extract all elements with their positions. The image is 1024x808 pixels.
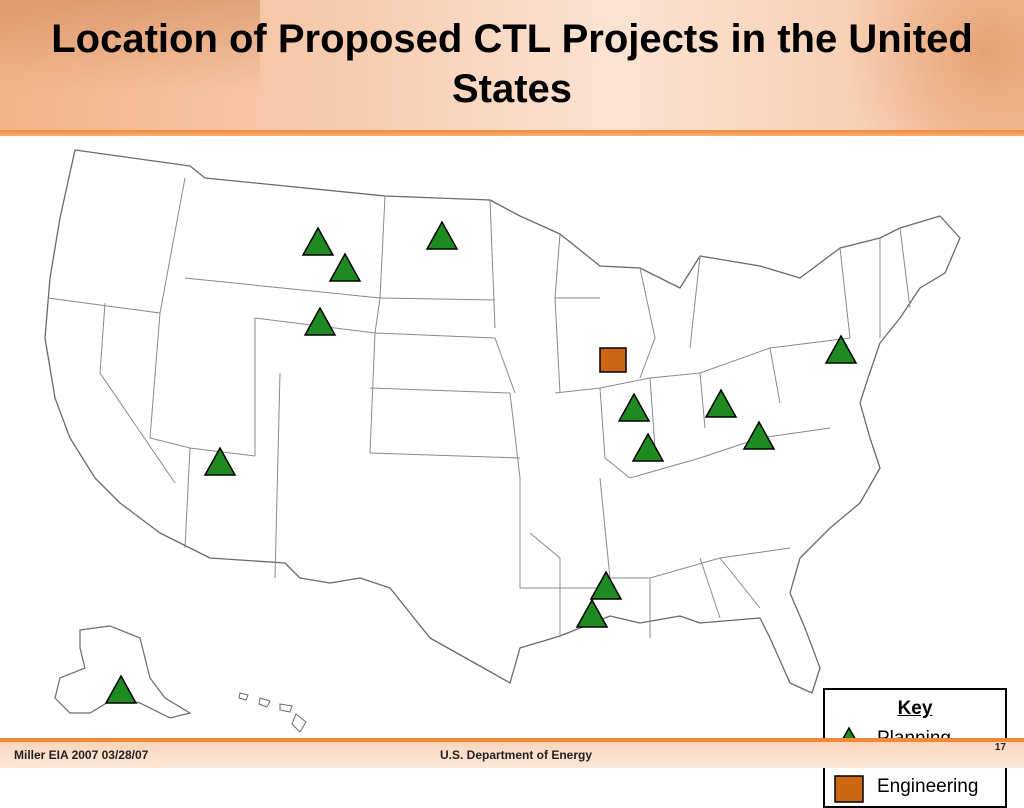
project-markers [104, 220, 858, 704]
footer-center: U.S. Department of Energy [440, 748, 593, 762]
planning-project-marker [303, 306, 337, 336]
planning-project-marker [704, 388, 738, 418]
map-svg [44, 149, 961, 733]
planning-project-marker [104, 674, 138, 704]
slide-title: Location of Proposed CTL Projects in the… [51, 17, 973, 111]
engineering-square-icon [834, 775, 864, 803]
header-rule [0, 130, 1024, 136]
header-photo-left [0, 0, 260, 130]
us-map: Key Planning Engineering [0, 138, 1024, 808]
planning-project-marker [425, 220, 459, 250]
planning-project-marker [203, 446, 237, 476]
planning-project-marker [742, 420, 776, 450]
planning-project-marker [589, 570, 623, 600]
header-photo-right [764, 0, 1024, 130]
us-outline [44, 149, 961, 694]
planning-project-marker [617, 392, 651, 422]
planning-project-marker [824, 334, 858, 364]
legend-title: Key [897, 698, 933, 719]
hawaii-islands [238, 692, 307, 733]
planning-project-marker [575, 598, 609, 628]
legend-label-engineering: Engineering [877, 776, 979, 797]
planning-project-marker [631, 432, 665, 462]
slide-footer: Miller EIA 2007 03/28/07 U.S. Department… [0, 738, 1024, 768]
engineering-project-marker [599, 347, 627, 373]
footer-left: Miller EIA 2007 03/28/07 [14, 748, 149, 762]
planning-project-marker [301, 226, 335, 256]
slide-header: Location of Proposed CTL Projects in the… [0, 0, 1024, 130]
planning-project-marker [328, 252, 362, 282]
state-boundaries [47, 177, 911, 638]
page-number: 17 [994, 742, 1006, 753]
